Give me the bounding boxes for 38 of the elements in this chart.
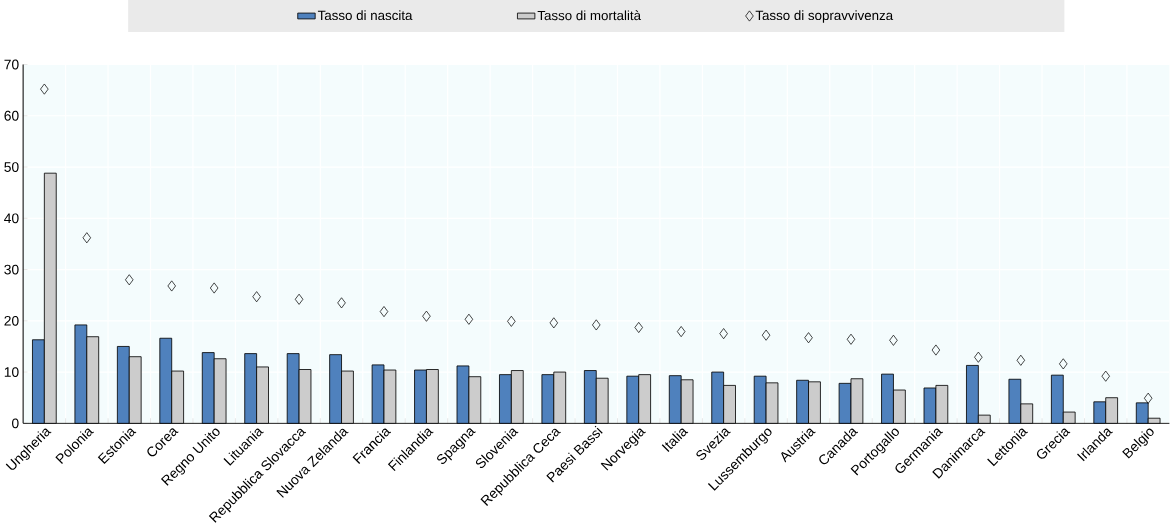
y-tick-label: 10 [4,367,19,377]
point [719,328,728,340]
y-tick-label: 0 [12,418,19,429]
point [1016,354,1026,366]
y-tick-label: 70 [4,59,19,70]
point [974,351,983,363]
y-tick-label: 40 [4,213,19,224]
point [889,334,898,346]
point [846,333,856,345]
point [294,293,304,305]
point [676,326,686,338]
legend-label: Tasso di nascita [317,10,413,21]
y-tick-label: 30 [4,264,19,275]
point [804,332,813,344]
legend-label: Tasso di mortalità [537,10,642,21]
point [125,274,134,286]
point [634,321,643,333]
point [1101,370,1110,382]
y-tick-label: 20 [4,315,19,326]
point [209,282,219,294]
point [252,291,261,303]
point [592,319,601,331]
point [422,310,431,322]
point [549,317,559,329]
point [1143,392,1153,404]
point [40,83,49,95]
point [1059,358,1068,370]
y-tick-label: 50 [4,162,19,172]
point [761,329,771,341]
point [464,313,474,325]
point [167,280,176,292]
point [82,232,92,244]
point [379,306,389,318]
point [931,344,941,356]
y-tick-label: 60 [4,110,19,121]
point [507,315,516,327]
legend-label: Tasso di sopravvivenza [755,10,894,23]
point [337,297,346,309]
